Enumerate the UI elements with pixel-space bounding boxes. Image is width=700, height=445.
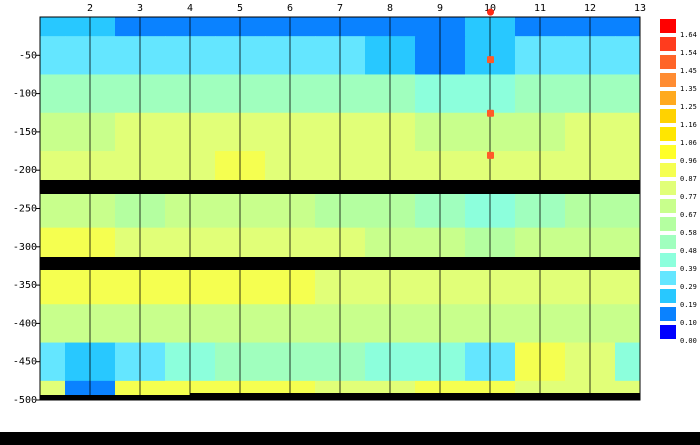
axes: 2 3 4 5 6 7 8 9 10 11 12 13 -50 -100 -150 -200 -250 -300 -… [13,3,646,406]
cell [40,265,66,305]
points [487,8,494,159]
y-tick-label: -200 [13,165,37,176]
legend-label: 0.77 [680,193,697,201]
cell [40,189,66,229]
cell [40,304,66,344]
x-tick-label: 4 [187,3,193,14]
y-tick-label: -250 [13,204,37,215]
cell [40,74,66,114]
legend-label: 0.48 [680,247,697,255]
cell [615,304,640,344]
cell [615,265,640,305]
cell [615,342,640,382]
legend-label: 0.67 [680,211,697,219]
legend-swatch [660,253,676,267]
bottom-bar [0,432,700,445]
y-tick-label: -450 [13,357,37,368]
legend-swatch [660,325,676,339]
x-tick-label: 5 [237,3,243,14]
y-tick-label: -100 [13,89,37,100]
cell [40,17,66,37]
cell [40,342,66,382]
x-tick-label: 2 [87,3,93,14]
legend-swatch [660,181,676,195]
legend-label: 0.39 [680,265,697,273]
sample-point [487,56,494,64]
contour-band [190,393,640,400]
legend-label: 0.96 [680,157,697,165]
legend-swatch [660,55,676,69]
legend-swatch [660,289,676,303]
cell [615,36,640,75]
legend-swatch [660,235,676,249]
x-tick-label: 6 [287,3,293,14]
legend-label: 0.00 [680,337,697,345]
legend-swatch [660,163,676,177]
cell [615,189,640,229]
x-tick-label: 11 [534,3,546,14]
legend-swatch [660,271,676,285]
legend-swatch [660,91,676,105]
colorbar: 1.64 1.54 1.45 1.35 1.25 1.16 1.06 0.96 0.87 0.77… [660,19,697,345]
cell [40,112,66,152]
sample-point [487,151,494,159]
legend-swatch [660,199,676,213]
legend-swatch [660,73,676,87]
legend-swatch [660,217,676,231]
legend-swatch [660,307,676,321]
legend-label: 1.25 [680,103,697,111]
y-tick-label: -500 [13,395,37,406]
y-tick-label: -300 [13,242,37,253]
sample-point [487,8,494,16]
legend-swatch [660,19,676,33]
legend-label: 1.64 [680,31,697,39]
legend-label: 1.16 [680,121,697,129]
cell [615,74,640,114]
legend-swatch [660,145,676,159]
legend-label: 0.29 [680,283,697,291]
cell [615,17,640,37]
legend-label: 1.06 [680,139,697,147]
legend-label: 0.87 [680,175,697,183]
legend-label: 1.35 [680,85,697,93]
y-tick-label: -150 [13,127,37,138]
x-tick-label: 3 [137,3,143,14]
x-tick-label: 10 [484,3,496,14]
legend-swatch [660,127,676,141]
legend-label: 0.10 [680,319,697,327]
x-tick-label: 13 [634,3,646,14]
y-tick-label: -400 [13,318,37,329]
legend-label: 0.58 [680,229,697,237]
legend-label: 1.54 [680,49,697,57]
x-tick-label: 8 [387,3,393,14]
x-tick-label: 12 [584,3,596,14]
x-tick-label: 7 [337,3,343,14]
legend-swatch [660,37,676,51]
y-tick-label: -350 [13,280,37,291]
sample-point [487,109,494,117]
legend-label: 0.19 [680,301,697,309]
cell [615,112,640,152]
y-tick-label: -50 [19,50,37,61]
legend-label: 1.45 [680,67,697,75]
cell [40,36,66,75]
legend-swatch [660,109,676,123]
x-tick-label: 9 [437,3,443,14]
